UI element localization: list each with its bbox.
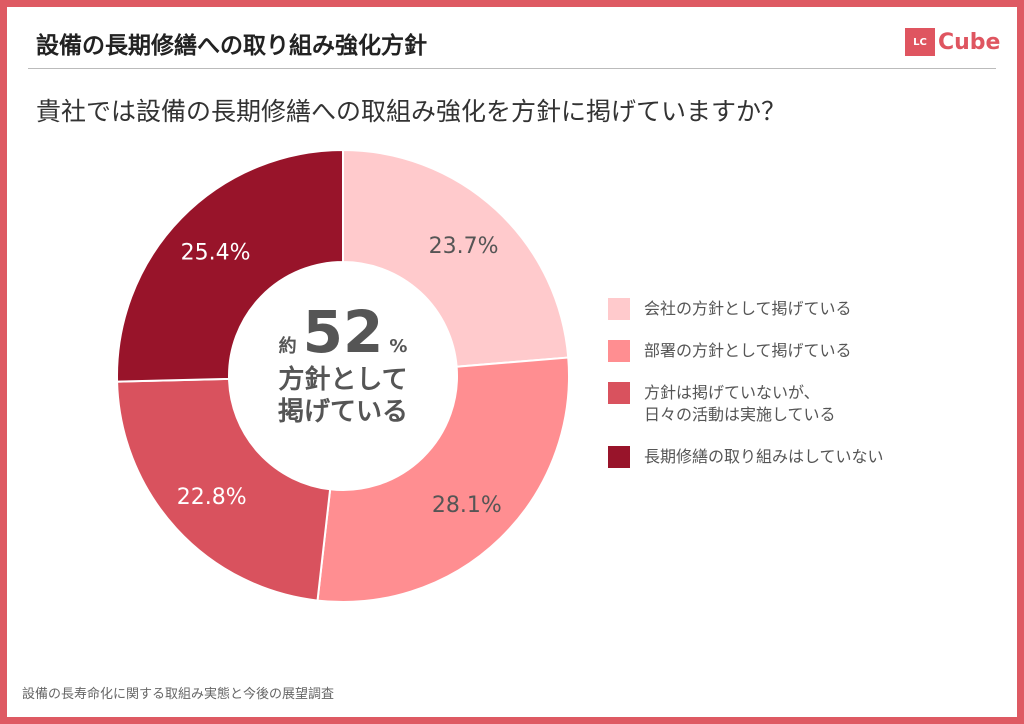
center-line1: 方針として — [278, 365, 408, 395]
title-divider — [28, 68, 996, 69]
center-prefix: 約 — [278, 336, 297, 357]
center-line2: 掲げている — [277, 397, 408, 427]
legend: 会社の方針として掲げている 部署の方針として掲げている 方針は掲げていないが、 … — [608, 298, 884, 488]
legend-label: 長期修繕の取り組みはしていない — [644, 447, 884, 466]
legend-swatch — [608, 340, 630, 362]
legend-item: 長期修繕の取り組みはしていない — [608, 446, 884, 468]
legend-item: 方針は掲げていないが、 日々の活動は実施している — [608, 382, 884, 426]
legend-item: 会社の方針として掲げている — [608, 298, 884, 320]
legend-item: 部署の方針として掲げている — [608, 340, 884, 362]
legend-label: 会社の方針として掲げている — [644, 299, 852, 318]
donut-slice — [116, 377, 332, 602]
center-unit: % — [389, 336, 408, 357]
legend-label: 部署の方針として掲げている — [644, 341, 852, 360]
donut-slice — [116, 148, 344, 383]
slice-label: 28.1% — [432, 493, 502, 518]
source-note: 設備の長寿命化に関する取組み実態と今後の展望調査 — [22, 687, 335, 702]
lccube-logo: LC Cube — [905, 28, 1000, 56]
legend-swatch — [608, 382, 630, 404]
donut-slice — [342, 148, 570, 368]
legend-label: 方針は掲げていないが、 日々の活動は実施している — [644, 383, 836, 424]
survey-question: 貴社では設備の長期修繕への取組み強化を方針に掲げていますか？ — [36, 97, 787, 126]
slice-label: 25.4% — [181, 241, 251, 266]
logo-text: Cube — [938, 29, 1001, 55]
legend-swatch — [608, 298, 630, 320]
cube-icon: LC — [905, 28, 935, 56]
center-value: 52 — [302, 298, 384, 366]
center-summary: 約 52 % 方針として 掲げている — [243, 300, 443, 428]
legend-swatch — [608, 446, 630, 468]
page-title: 設備の長期修繕への取り組み強化方針 — [36, 33, 427, 59]
slice-label: 22.8% — [177, 485, 247, 510]
donut-slice — [316, 356, 570, 603]
slice-label: 23.7% — [429, 234, 499, 259]
